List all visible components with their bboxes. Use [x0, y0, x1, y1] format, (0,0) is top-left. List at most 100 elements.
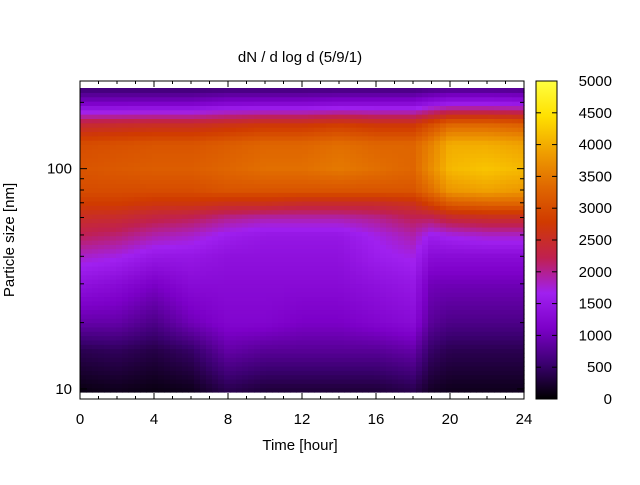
- heatmap-cell: [386, 131, 393, 137]
- heatmap-cell: [482, 127, 489, 133]
- heatmap-cell: [500, 205, 507, 211]
- heatmap-cell: [320, 213, 327, 219]
- heatmap-cell: [386, 344, 393, 350]
- heatmap-cell: [290, 339, 297, 345]
- heatmap-cell: [356, 209, 363, 215]
- heatmap-cell: [368, 92, 375, 98]
- heatmap-cell: [236, 200, 243, 206]
- heatmap-cell: [374, 122, 381, 128]
- heatmap-cell: [386, 240, 393, 245]
- heatmap-cell: [122, 101, 129, 106]
- heatmap-cell: [392, 170, 399, 176]
- heatmap-cell: [260, 365, 267, 371]
- heatmap-cell: [182, 192, 189, 198]
- heatmap-cell: [98, 222, 105, 228]
- heatmap-cell: [248, 357, 255, 363]
- heatmap-cell: [404, 331, 411, 337]
- heatmap-cell: [278, 109, 285, 115]
- heatmap-cell: [290, 257, 297, 263]
- heatmap-cell: [386, 309, 393, 315]
- heatmap-cell: [296, 361, 303, 367]
- heatmap-cell: [86, 192, 93, 198]
- heatmap-cell: [152, 274, 159, 280]
- heatmap-cell: [386, 101, 393, 106]
- heatmap-cell: [494, 253, 501, 258]
- heatmap-cell: [398, 357, 405, 363]
- heatmap-cell: [236, 118, 243, 124]
- heatmap-cell: [308, 387, 315, 393]
- heatmap-cell: [236, 127, 243, 133]
- heatmap-cell: [140, 209, 147, 215]
- heatmap-cell: [218, 218, 225, 224]
- heatmap-cell: [170, 313, 177, 319]
- heatmap-cell: [398, 361, 405, 367]
- heatmap-cell: [320, 387, 327, 393]
- heatmap-cell: [380, 357, 387, 363]
- heatmap-cell: [278, 270, 285, 276]
- heatmap-cell: [212, 218, 219, 224]
- heatmap-cell: [356, 305, 363, 311]
- heatmap-cell: [482, 187, 489, 193]
- heatmap-cell: [200, 352, 207, 358]
- heatmap-cell: [362, 283, 369, 289]
- heatmap-cell: [248, 109, 255, 115]
- heatmap-cell: [224, 305, 231, 311]
- heatmap-cell: [152, 261, 159, 267]
- heatmap-cell: [194, 326, 201, 332]
- heatmap-cell: [152, 313, 159, 319]
- heatmap-cell: [338, 335, 345, 341]
- heatmap-cell: [314, 270, 321, 276]
- heatmap-cell: [188, 383, 195, 389]
- heatmap-cell: [308, 240, 315, 245]
- heatmap-cell: [170, 261, 177, 267]
- heatmap-cell: [380, 274, 387, 280]
- heatmap-cell: [260, 309, 267, 315]
- heatmap-cell: [500, 183, 507, 189]
- heatmap-cell: [278, 287, 285, 293]
- heatmap-cell: [182, 361, 189, 367]
- heatmap-cell: [260, 140, 267, 146]
- heatmap-cell: [266, 370, 273, 376]
- heatmap-cell: [506, 305, 513, 311]
- heatmap-cell: [224, 209, 231, 215]
- heatmap-cell: [446, 131, 453, 137]
- heatmap-cell: [470, 318, 477, 324]
- heatmap-cell: [326, 261, 333, 267]
- heatmap-cell: [248, 352, 255, 358]
- heatmap-cell: [170, 279, 177, 285]
- heatmap-cell: [80, 322, 87, 328]
- heatmap-cell: [248, 200, 255, 206]
- heatmap-cell: [176, 170, 183, 176]
- heatmap-cell: [146, 161, 153, 167]
- heatmap-cell: [206, 283, 213, 289]
- heatmap-cell: [446, 179, 453, 185]
- heatmap-cell: [80, 296, 87, 302]
- heatmap-cell: [152, 378, 159, 384]
- heatmap-cell: [254, 270, 261, 276]
- heatmap-cell: [110, 305, 117, 311]
- heatmap-cell: [350, 118, 357, 124]
- heatmap-cell: [242, 114, 249, 119]
- heatmap-cell: [380, 235, 387, 241]
- heatmap-cell: [422, 305, 429, 311]
- heatmap-cell: [182, 283, 189, 289]
- heatmap-cell: [326, 339, 333, 345]
- heatmap-cell: [260, 339, 267, 345]
- heatmap-cell: [242, 335, 249, 341]
- heatmap-cell: [434, 365, 441, 371]
- heatmap-cell: [128, 92, 135, 98]
- heatmap-cell: [80, 92, 87, 98]
- heatmap-cell: [356, 218, 363, 224]
- heatmap-cell: [320, 339, 327, 345]
- heatmap-cell: [440, 179, 447, 185]
- heatmap-cell: [446, 105, 453, 111]
- heatmap-cell: [452, 140, 459, 146]
- heatmap-cell: [200, 179, 207, 185]
- heatmap-cell: [392, 305, 399, 311]
- heatmap-cell: [338, 274, 345, 280]
- heatmap-cell: [194, 357, 201, 363]
- heatmap-cell: [80, 361, 87, 367]
- heatmap-cell: [98, 240, 105, 245]
- heatmap-cell: [416, 235, 423, 241]
- heatmap-cell: [362, 127, 369, 133]
